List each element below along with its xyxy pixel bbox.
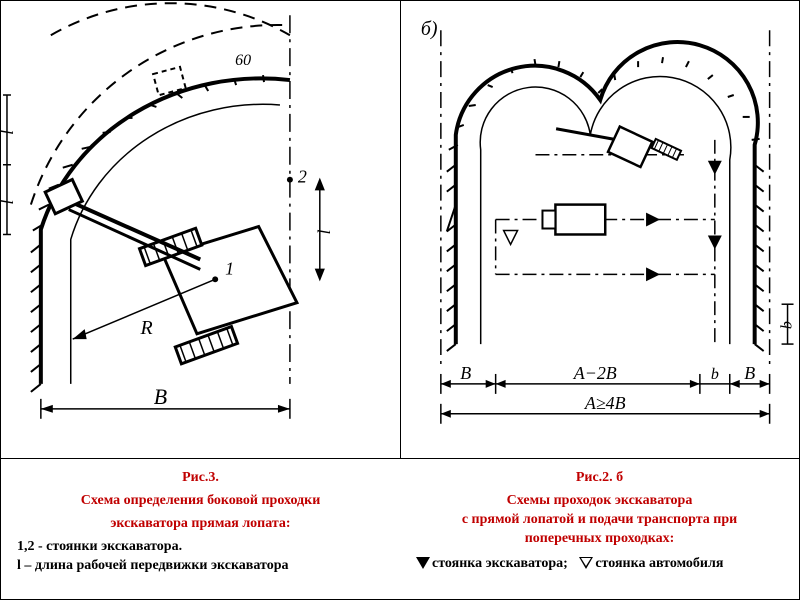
label-B-right: B <box>744 363 755 383</box>
label-A-4B: A≥4B <box>583 393 625 413</box>
caption-right-title-1: Рис.2. б <box>416 469 783 488</box>
right-panel: б) <box>401 1 800 458</box>
pit-boundary <box>455 42 757 344</box>
paths <box>495 140 714 344</box>
triangle-outline-icon <box>579 557 593 569</box>
caption-left-line-1: 1,2 - стоянки экскаватора. <box>17 538 384 557</box>
caption-left-title-1: Рис.3. <box>17 469 384 488</box>
caption-left: Рис.3. Схема определения боковой проходк… <box>1 459 400 599</box>
arrow-icon <box>707 161 721 175</box>
dim-l-left <box>3 95 11 234</box>
caption-right-title-2: Схемы проходок экскаватора <box>416 492 783 511</box>
triangle-filled-icon <box>416 557 430 569</box>
label-angle: 60 <box>235 52 251 69</box>
caption-left-title-2: Схема определения боковой проходки <box>17 492 384 511</box>
left-panel: R 1 2 60 l l <box>1 1 401 458</box>
caption-right-title-3: с прямой лопатой и подачи транспорта при <box>416 511 783 530</box>
point-1 <box>212 276 218 282</box>
caption-left-line-2: l – длина рабочей передвижки экскаватора <box>17 557 384 576</box>
point-2 <box>287 177 293 183</box>
label-A-2B: A−2B <box>572 363 616 383</box>
truck-icon <box>555 205 605 235</box>
excavator-body <box>139 204 303 363</box>
captions-row: Рис.3. Схема определения боковой проходк… <box>1 459 799 599</box>
caption-right-legend: стоянка экскаватора; стоянка автомобиля <box>416 555 783 574</box>
outer-dashed-arc-2 <box>31 25 290 205</box>
label-b-side: b <box>778 321 795 329</box>
excavator-small <box>556 99 681 181</box>
label-B: B <box>154 384 167 409</box>
diagrams-row: R 1 2 60 l l <box>1 1 799 459</box>
caption-right: Рис.2. б Схемы проходок экскаватора с пр… <box>400 459 799 599</box>
label-b: b <box>710 366 718 383</box>
label-2: 2 <box>298 167 307 187</box>
truck-cab-icon <box>542 211 555 229</box>
caption-left-title-3: экскаватора прямая лопата: <box>17 515 384 534</box>
right-diagram-svg: б) <box>401 1 800 458</box>
left-diagram-svg: R 1 2 60 l l <box>1 1 400 458</box>
arrow-icon <box>646 267 660 281</box>
caption-right-title-4: поперечных проходках: <box>416 530 783 549</box>
label-l-top: l <box>1 130 17 135</box>
page: R 1 2 60 l l <box>0 0 800 600</box>
legend-text-1: стоянка экскаватора; <box>432 556 568 571</box>
legend-text-2: стоянка автомобиля <box>595 556 723 571</box>
arrow-icon <box>646 213 660 227</box>
label-l-bottom: l <box>1 200 17 205</box>
arrow-icon <box>707 235 721 249</box>
outer-dashed-arc <box>51 3 290 35</box>
label-l-right: l <box>314 229 334 234</box>
label-R: R <box>139 317 152 339</box>
label-1: 1 <box>225 258 234 278</box>
panel-label-b: б) <box>420 18 437 40</box>
triangle-outline-icon <box>503 230 517 244</box>
label-B-left: B <box>460 363 471 383</box>
